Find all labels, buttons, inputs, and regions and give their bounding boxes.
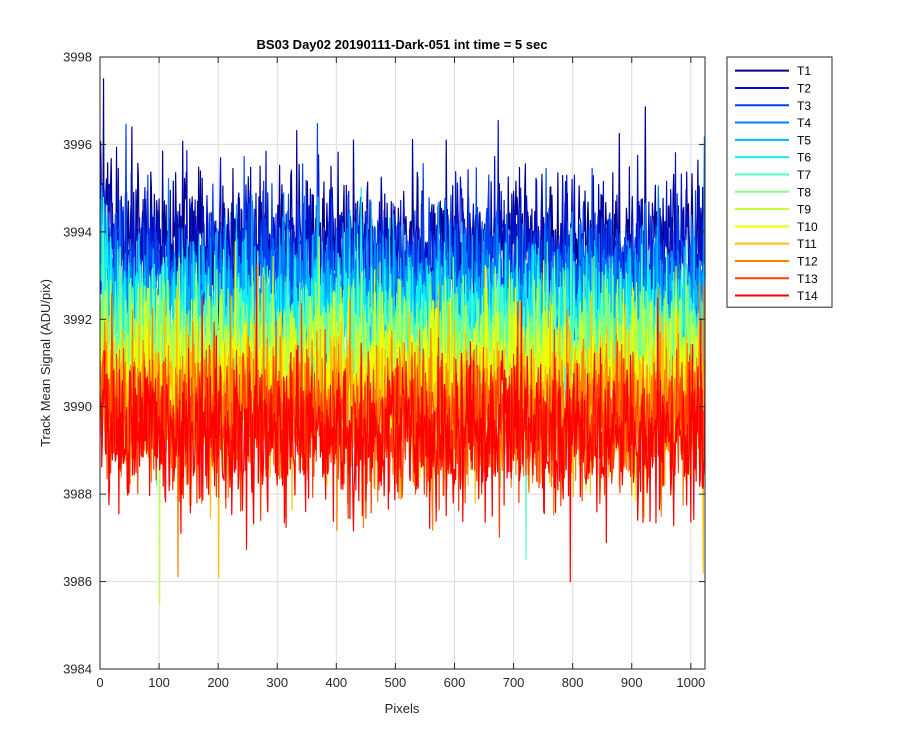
series-line-t14 [100,264,706,583]
axes-box [99,56,706,670]
legend-label-t13: T13 [797,272,818,286]
legend-label-t6: T6 [797,151,811,165]
x-tick-label: 600 [444,675,466,690]
y-tick-label: 3998 [63,50,92,65]
x-tick-label: 300 [266,675,288,690]
y-tick-label: 3996 [63,137,92,152]
legend: T1 T2 T3 T4 T5 T6 T7 T8 T9 T10 T11 T12 T13 T14 [726,56,833,308]
x-tick-label: 800 [562,675,584,690]
x-tick-label: 700 [503,675,525,690]
chart-title: BS03 Day02 20190111-Dark-051 int time = … [257,37,548,52]
x-tick-label: 500 [385,675,407,690]
y-tick-label: 3984 [63,662,92,677]
x-tick-label: 1000 [676,675,705,690]
y-tick-label: 3992 [63,312,92,327]
x-tick-label: 400 [325,675,347,690]
legend-label-t10: T10 [797,220,818,234]
x-tick-label: 100 [148,675,170,690]
x-tick-label: 0 [96,675,103,690]
y-tick-label: 3990 [63,399,92,414]
y-axis-label: Track Mean Signal (ADU/pix) [38,279,53,447]
legend-label-t5: T5 [797,133,811,147]
legend-label-t11: T11 [797,237,817,251]
legend-label-t2: T2 [797,81,811,95]
x-tick-label: 900 [621,675,643,690]
legend-label-t12: T12 [797,254,818,268]
legend-label-t3: T3 [797,99,811,113]
y-tick-label: 3994 [63,224,92,239]
legend-label-t7: T7 [797,168,811,182]
x-axis-label: Pixels [385,701,420,716]
y-tick-label: 3988 [63,487,92,502]
series-layer [99,78,706,605]
y-tick-label: 3986 [63,574,92,589]
legend-label-t9: T9 [797,203,811,217]
legend-label-t4: T4 [797,116,811,130]
legend-label-t1: T1 [797,64,811,78]
legend-box [726,56,833,308]
legend-label-t14: T14 [797,289,818,303]
legend-label-t8: T8 [797,185,811,199]
ticks: 0 100 200 300 400 500 600 700 800 900 1000 3984 3986… [63,50,705,691]
x-tick-label: 200 [207,675,229,690]
